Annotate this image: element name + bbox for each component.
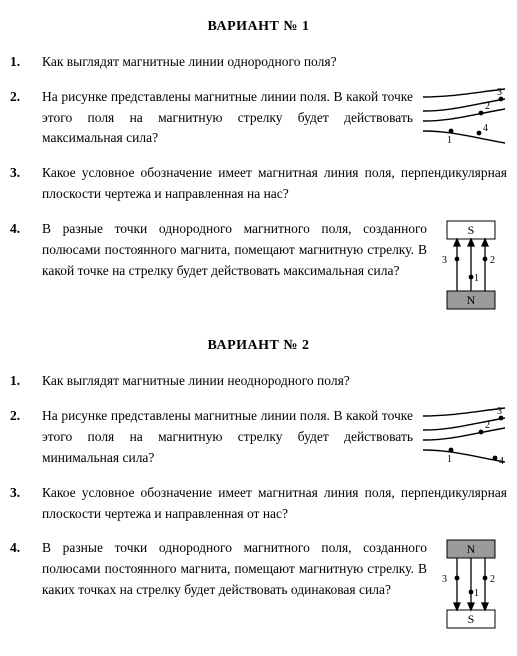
item-number: 1. xyxy=(10,371,30,392)
item-number: 4. xyxy=(10,538,30,630)
magnet-figure-v2: N S 1 2 3 xyxy=(435,538,507,630)
point-3-label: 3 xyxy=(497,406,502,417)
point-2-label: 2 xyxy=(490,574,495,585)
point-2-label: 2 xyxy=(490,255,495,266)
v2-q4: 4. В разные точки однородного магнитного… xyxy=(10,538,507,630)
variant1-title: ВАРИАНТ № 1 xyxy=(10,16,507,38)
field-lines-figure: 1 2 3 4 xyxy=(421,406,507,469)
point-1-label: 1 xyxy=(447,135,452,146)
item-number: 2. xyxy=(10,406,30,469)
top-pole-label: N xyxy=(467,542,476,556)
point-4-label: 4 xyxy=(483,123,488,134)
question-text: Как выглядят магнитные линии однородного… xyxy=(42,52,507,73)
item-number: 3. xyxy=(10,163,30,205)
point-4-label: 4 xyxy=(499,456,504,467)
item-number: 4. xyxy=(10,219,30,311)
bottom-pole-label: N xyxy=(467,293,476,307)
v1-q3: 3. Какое условное обозначение имеет магн… xyxy=(10,163,507,205)
question-text: Какое условное обозначение имеет магнитн… xyxy=(42,163,507,205)
variant2-title: ВАРИАНТ № 2 xyxy=(10,335,507,357)
field-lines-figure: 1 2 3 4 xyxy=(421,87,507,150)
top-pole-label: S xyxy=(468,223,475,237)
item-number: 2. xyxy=(10,87,30,150)
question-text: На рисунке представлены магнитные линии … xyxy=(42,406,413,469)
bottom-pole-label: S xyxy=(468,612,475,626)
v1-q1: 1. Как выглядят магнитные линии однородн… xyxy=(10,52,507,73)
item-number: 3. xyxy=(10,483,30,525)
question-text: В разные точки однородного магнитного по… xyxy=(42,219,427,311)
item-number: 1. xyxy=(10,52,30,73)
question-text: Какое условное обозначение имеет магнитн… xyxy=(42,483,507,525)
point-2-label: 2 xyxy=(485,101,490,112)
question-text: В разные точки однородного магнитного по… xyxy=(42,538,427,630)
v1-q2: 2. На рисунке представлены магнитные лин… xyxy=(10,87,507,150)
point-1-label: 1 xyxy=(474,588,479,599)
v2-q2: 2. На рисунке представлены магнитные лин… xyxy=(10,406,507,469)
v1-q4: 4. В разные точки однородного магнитного… xyxy=(10,219,507,311)
magnet-figure-v1: S N 1 2 3 xyxy=(435,219,507,311)
point-2-label: 2 xyxy=(485,420,490,431)
point-3-label: 3 xyxy=(442,255,447,266)
point-1-label: 1 xyxy=(447,454,452,465)
question-text: На рисунке представлены магнитные линии … xyxy=(42,87,413,150)
point-3-label: 3 xyxy=(442,574,447,585)
v2-q3: 3. Какое условное обозначение имеет магн… xyxy=(10,483,507,525)
point-3-label: 3 xyxy=(497,87,502,98)
question-text: Как выглядят магнитные линии неоднородно… xyxy=(42,371,507,392)
v2-q1: 1. Как выглядят магнитные линии неодноро… xyxy=(10,371,507,392)
point-1-label: 1 xyxy=(474,273,479,284)
